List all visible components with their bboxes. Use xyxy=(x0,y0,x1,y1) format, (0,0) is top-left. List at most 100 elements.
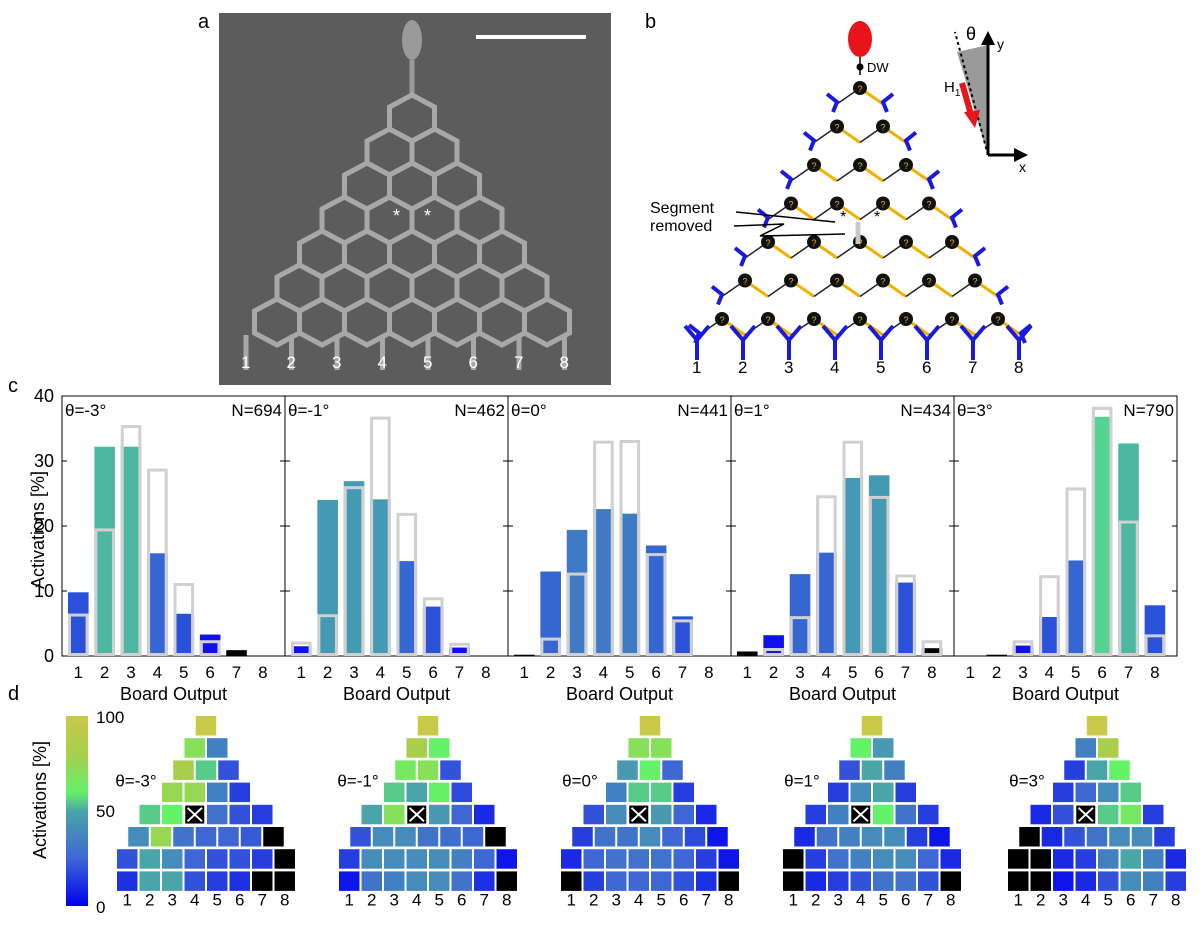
map-cell xyxy=(1075,849,1096,869)
map-cell xyxy=(429,871,450,891)
x-tick-label: 2 xyxy=(769,663,778,682)
map-x-label: 3 xyxy=(612,891,621,910)
bar-outline xyxy=(370,416,391,656)
scale-bar xyxy=(476,35,586,39)
map-cell xyxy=(583,849,604,869)
schematic-node-label: ? xyxy=(719,315,724,325)
map-cell xyxy=(662,827,683,847)
map-cell xyxy=(1075,738,1096,758)
bar xyxy=(449,647,470,656)
schematic-output-label: 4 xyxy=(830,358,839,377)
schematic-node-label: ? xyxy=(788,200,793,210)
bar xyxy=(986,654,1007,656)
bar-outline xyxy=(672,619,693,657)
bar-chart-panel: θ=1° N=434 1 2 3 4 5 6 7 8 Board Output xyxy=(730,395,955,704)
map-cell xyxy=(1154,827,1175,847)
map-cell xyxy=(940,849,961,869)
bar-outline xyxy=(645,553,667,656)
map-x-label: 4 xyxy=(412,891,421,910)
c-ytick-label: 40 xyxy=(34,386,54,406)
map-cell xyxy=(339,849,360,869)
map-cell xyxy=(583,804,604,825)
map-cell xyxy=(895,871,916,891)
bar-outline xyxy=(147,468,168,656)
map-cell xyxy=(873,871,894,891)
schematic-output-labels: 1 2 3 4 5 6 7 8 xyxy=(692,358,1023,377)
bar xyxy=(199,634,221,656)
bar-outline xyxy=(895,574,916,656)
bar xyxy=(1012,645,1034,656)
map-cell xyxy=(696,849,717,869)
colorbar-tick-100: 100 xyxy=(96,708,124,727)
map-cell xyxy=(339,871,360,891)
bar xyxy=(147,553,168,656)
panel-label-d: d xyxy=(8,683,19,705)
map-cell xyxy=(474,849,495,869)
x-tick-label: 7 xyxy=(1124,663,1133,682)
map-cell xyxy=(207,871,228,891)
map-cell xyxy=(162,871,183,891)
schematic-arm xyxy=(926,169,941,190)
schematic-node xyxy=(853,81,867,95)
map-cell xyxy=(673,804,694,825)
map-cell xyxy=(117,849,138,869)
map-cell xyxy=(628,871,649,891)
x-tick-label: 3 xyxy=(126,663,135,682)
map-cell xyxy=(628,849,649,869)
schematic-arm xyxy=(995,284,1010,306)
schematic-node-label: ? xyxy=(857,161,862,171)
bar xyxy=(619,513,641,656)
bar xyxy=(566,529,588,656)
theta-symbol: θ xyxy=(966,24,976,44)
schematic-output-label: 6 xyxy=(922,358,931,377)
bar xyxy=(94,446,115,656)
bar xyxy=(737,651,758,656)
map-cell xyxy=(850,738,871,758)
map-cell xyxy=(1086,827,1108,847)
map-x-label: 7 xyxy=(480,891,489,910)
map-cell xyxy=(184,738,205,758)
map-cell xyxy=(873,738,894,758)
map-cell xyxy=(606,782,627,803)
map-cell xyxy=(606,804,627,825)
map-x-label: 5 xyxy=(435,891,444,910)
x-tick-label: 5 xyxy=(625,663,634,682)
x-tick-label: 3 xyxy=(572,663,581,682)
bar xyxy=(895,582,916,656)
map-cell xyxy=(1143,804,1164,825)
schematic-node-label: ? xyxy=(926,200,931,210)
x-tick-label: 2 xyxy=(323,663,332,682)
map-x-label: 2 xyxy=(811,891,820,910)
map-cell xyxy=(1053,804,1074,825)
map-cell xyxy=(1098,871,1119,891)
map-x-label: 3 xyxy=(834,891,843,910)
map-cell xyxy=(684,827,706,847)
schematic-node xyxy=(761,235,775,249)
map-cell xyxy=(395,760,416,780)
schematic-node-label: ? xyxy=(926,277,931,287)
map-x-label: 6 xyxy=(1126,891,1135,910)
map-cell xyxy=(828,849,849,869)
map-theta-label: θ=1° xyxy=(784,772,820,791)
panel-label-b: b xyxy=(645,11,656,33)
map-cell xyxy=(805,871,826,891)
x-tick-label: 5 xyxy=(402,663,411,682)
c-ytick-label: 20 xyxy=(34,516,54,536)
map-x-label: 5 xyxy=(879,891,888,910)
schematic-output-label: 7 xyxy=(968,358,977,377)
sem-output-label: 2 xyxy=(287,353,296,372)
sem-hex xyxy=(522,296,572,348)
map-cell xyxy=(139,804,160,825)
map-cell xyxy=(651,871,672,891)
sem-output-label: 7 xyxy=(514,353,523,372)
map-cell xyxy=(651,804,672,825)
schematic-node-label: ? xyxy=(903,161,908,171)
schematic-node-label: ? xyxy=(903,238,908,248)
map-cell xyxy=(218,760,239,780)
map-cell xyxy=(139,849,160,869)
map-cell xyxy=(429,738,450,758)
schematic-node-label: ? xyxy=(811,238,816,248)
map-cell xyxy=(1165,871,1186,891)
map-cell xyxy=(639,760,661,780)
